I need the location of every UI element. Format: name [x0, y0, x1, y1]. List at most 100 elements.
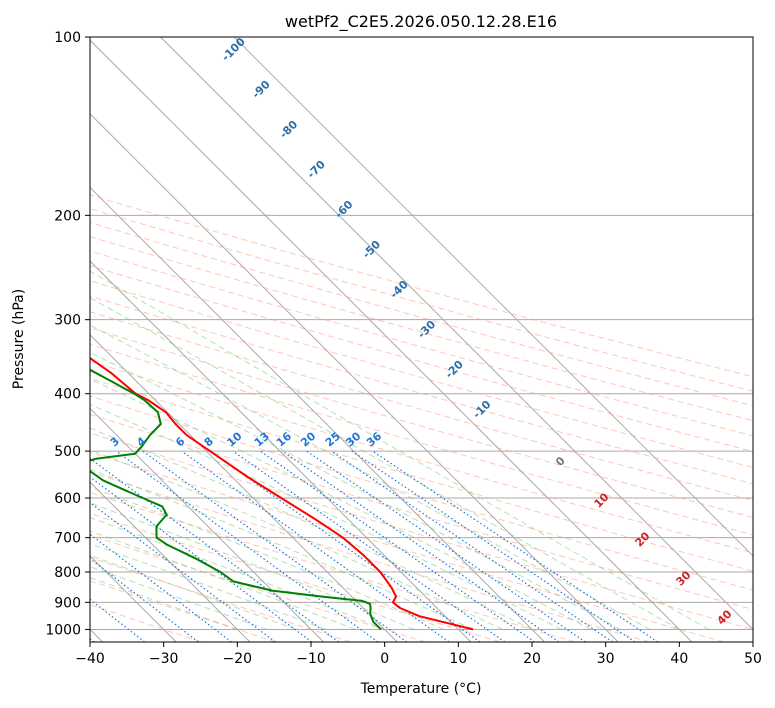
dry-adiabat [90, 265, 753, 453]
mixing-ratio-label: 25 [323, 430, 343, 450]
x-tick-label: 10 [449, 651, 467, 667]
moist-adiabat [90, 297, 680, 630]
mixing-ratio-line [351, 450, 636, 642]
dry-adiabat [90, 451, 725, 642]
isotherm-gridline [90, 39, 693, 642]
dry-adiabat [90, 194, 753, 378]
isotherm-gridline [90, 113, 619, 642]
moist-adiabat [90, 543, 326, 630]
dry-adiabat-label: 20 [633, 529, 653, 549]
dry-adiabat [90, 327, 753, 518]
mixing-ratio-line [90, 533, 232, 642]
mixing-ratio-line [372, 450, 659, 642]
isotherm-gridline [90, 481, 251, 642]
dry-adiabat [90, 208, 753, 392]
mixing-ratio-line [330, 450, 613, 642]
dry-adiabat [90, 343, 753, 536]
dry-adiabat [90, 236, 753, 422]
mixing-ratio-line [90, 501, 276, 642]
dry-adiabat [90, 311, 753, 501]
dry-adiabat [90, 377, 753, 572]
y-tick-label: 600 [54, 491, 81, 507]
y-tick-label: 400 [54, 387, 81, 403]
mixing-ratio-line [232, 450, 506, 642]
isotherm-gridline [160, 37, 753, 631]
y-tick-label: 100 [54, 30, 81, 46]
dry-adiabat [90, 295, 753, 485]
moist-adiabat [90, 468, 474, 630]
moist-adiabat [90, 403, 562, 630]
mixing-ratio-label: 16 [274, 429, 294, 449]
x-tick-label: 30 [597, 651, 615, 667]
chart-title: wetPf2_C2E5.2026.050.12.28.E16 [285, 12, 557, 32]
mixing-ratio-label: 1 [13, 435, 27, 450]
mixing-ratio-label: 10 [224, 429, 244, 449]
moist-adiabat [90, 486, 444, 630]
mixing-ratio-line [181, 450, 450, 642]
dry-adiabat-label: 10 [592, 490, 612, 510]
dewpoint-trace [90, 368, 382, 631]
dry-adiabat-label: -60 [332, 198, 355, 221]
dry-adiabat-label: -80 [277, 118, 300, 141]
plot-data-lines [90, 356, 474, 631]
dry-adiabat-label: -100 [219, 35, 248, 64]
dry-adiabat [90, 280, 753, 468]
dry-adiabat [90, 534, 426, 642]
dry-adiabat [90, 604, 202, 642]
isotherm-gridline [90, 407, 324, 642]
mixing-ratio-line [90, 557, 199, 642]
moist-adiabat [90, 324, 651, 630]
dry-adiabat-label: 30 [674, 568, 694, 588]
y-tick-label: 300 [54, 313, 81, 329]
x-tick-label: −20 [223, 651, 253, 667]
dry-adiabat [90, 432, 753, 630]
mixing-ratio-line [115, 450, 379, 642]
y-tick-label: 500 [54, 444, 81, 460]
plot-background-lines [90, 37, 753, 642]
mixing-ratio-line [306, 450, 586, 642]
moist-adiabat [90, 577, 238, 630]
dry-adiabat-label: -90 [250, 78, 273, 101]
x-tick-label: −10 [296, 651, 326, 667]
x-tick-label: 20 [523, 651, 541, 667]
x-tick-label: −30 [149, 651, 179, 667]
mixing-ratio-line [209, 450, 481, 642]
dry-adiabat [90, 580, 277, 642]
plot-frame [89, 36, 754, 643]
isotherm-gridline [233, 37, 753, 557]
moist-adiabat [90, 427, 533, 630]
isotherm-gridline [90, 186, 545, 642]
mixing-ratio-label: 6 [173, 434, 187, 449]
y-axis-label: Pressure (hPa) [11, 289, 27, 389]
moist-adiabat [90, 449, 503, 630]
dry-adiabat-label: -70 [305, 158, 328, 181]
mixing-ratio-line [142, 450, 408, 642]
dry-adiabat-label: 40 [715, 607, 735, 627]
mixing-ratio-label: 3 [108, 435, 122, 450]
x-tick-label: 50 [744, 651, 762, 667]
x-tick-label: 0 [380, 651, 389, 667]
x-axis-label: Temperature (°C) [360, 681, 482, 697]
moist-adiabat [90, 530, 356, 630]
dry-adiabat [90, 360, 753, 554]
dry-adiabat-label: -10 [470, 398, 493, 421]
isotherm-gridline [90, 260, 472, 642]
y-tick-label: 900 [54, 595, 81, 611]
axes-ticks: −40 −30 −20 −10 0 10 20 30 40 50 1000 900 800 700 600 5… [45, 30, 762, 667]
dry-adiabat [90, 221, 753, 407]
mixing-ratio-line [90, 457, 339, 642]
isotherm-gridline [90, 334, 398, 642]
moist-adiabat [90, 351, 621, 630]
dry-adiabat [90, 250, 753, 437]
mixing-ratio-label: 13 [252, 430, 272, 450]
mixing-ratio-line [90, 476, 313, 642]
dry-adiabat-label: -50 [360, 238, 383, 261]
moist-adiabat [90, 566, 267, 630]
dry-adiabat [90, 395, 753, 591]
dry-adiabat [90, 413, 753, 611]
x-tick-label: 40 [670, 651, 688, 667]
y-tick-label: 700 [54, 531, 81, 547]
y-tick-label: 800 [54, 565, 81, 581]
y-tick-label: 1000 [45, 622, 81, 638]
